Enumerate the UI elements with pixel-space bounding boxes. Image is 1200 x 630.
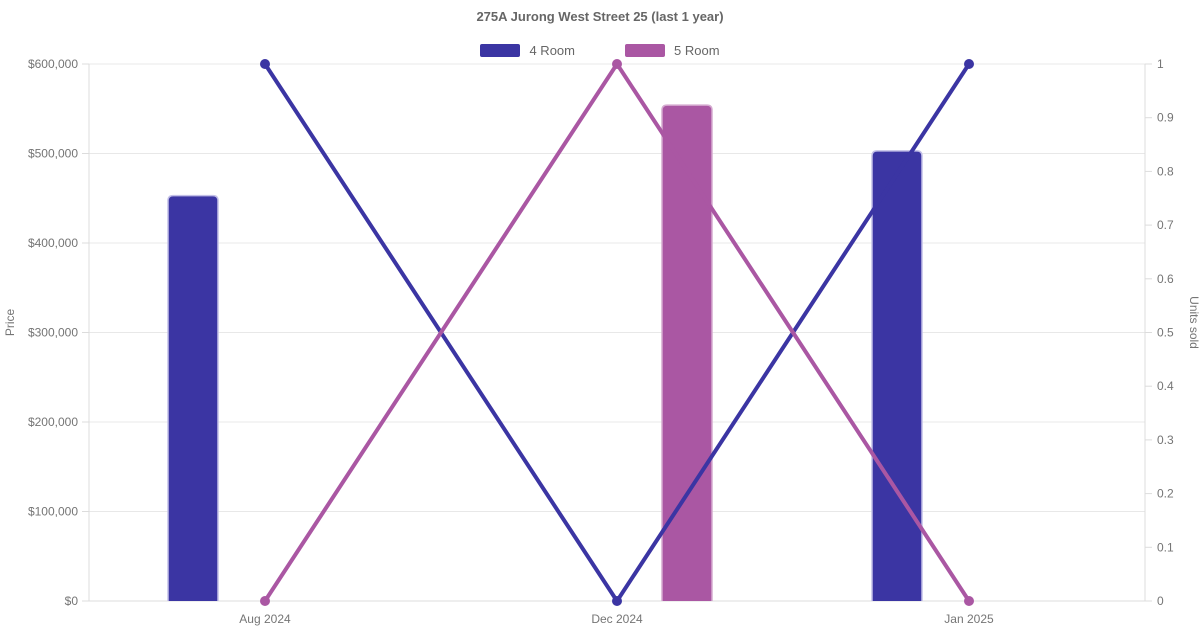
right-axis-title: Units sold <box>1187 296 1200 349</box>
right-axis-tick-label: 0.3 <box>1157 433 1174 447</box>
left-axis-tick-label: $300,000 <box>28 326 78 340</box>
point-5-room-aug-2024[interactable] <box>260 596 270 606</box>
legend-swatch-4-room <box>480 44 521 57</box>
right-axis-tick-label: 0.8 <box>1157 164 1174 178</box>
left-axis-tick-label: $100,000 <box>28 505 78 519</box>
bar-4-room-aug-2024[interactable] <box>167 194 219 601</box>
left-axis-tick-label: $200,000 <box>28 415 78 429</box>
legend-item-4-room[interactable]: 4 Room <box>480 43 575 58</box>
point-4-room-aug-2024[interactable] <box>260 59 270 69</box>
left-axis-tick-label: $400,000 <box>28 236 78 250</box>
bar-4-room-jan-2025[interactable] <box>871 150 923 601</box>
right-axis-tick-label: 0.1 <box>1157 540 1174 554</box>
legend-label-4-room: 4 Room <box>529 43 575 58</box>
point-5-room-jan-2025[interactable] <box>964 596 974 606</box>
left-axis-tick-label: $0 <box>65 594 79 608</box>
point-5-room-dec-2024[interactable] <box>612 59 622 69</box>
legend-label-5-room: 5 Room <box>674 43 720 58</box>
right-axis-tick-label: 0.7 <box>1157 218 1174 232</box>
chart-title: 275A Jurong West Street 25 (last 1 year) <box>476 9 724 24</box>
x-axis-label: Jan 2025 <box>944 612 994 626</box>
right-axis-tick-label: 0.4 <box>1157 379 1174 393</box>
bar-5-room-dec-2024[interactable] <box>661 104 713 601</box>
left-axis-tick-label: $500,000 <box>28 147 78 161</box>
right-axis-tick-label: 1 <box>1157 57 1164 71</box>
x-axis-label: Dec 2024 <box>591 612 643 626</box>
point-4-room-dec-2024[interactable] <box>612 596 622 606</box>
legend-swatch-5-room <box>625 44 665 57</box>
left-axis-title: Price <box>3 309 17 337</box>
left-axis-tick-label: $600,000 <box>28 57 78 71</box>
right-axis-tick-label: 0.6 <box>1157 272 1174 286</box>
legend: 4 Room 5 Room <box>0 43 1200 58</box>
point-4-room-jan-2025[interactable] <box>964 59 974 69</box>
right-axis-tick-label: 0.5 <box>1157 326 1174 340</box>
legend-item-5-room[interactable]: 5 Room <box>625 43 720 58</box>
x-axis-label: Aug 2024 <box>239 612 291 626</box>
right-axis-tick-label: 0 <box>1157 594 1164 608</box>
right-axis-tick-label: 0.9 <box>1157 111 1174 125</box>
right-axis-tick-label: 0.2 <box>1157 487 1174 501</box>
